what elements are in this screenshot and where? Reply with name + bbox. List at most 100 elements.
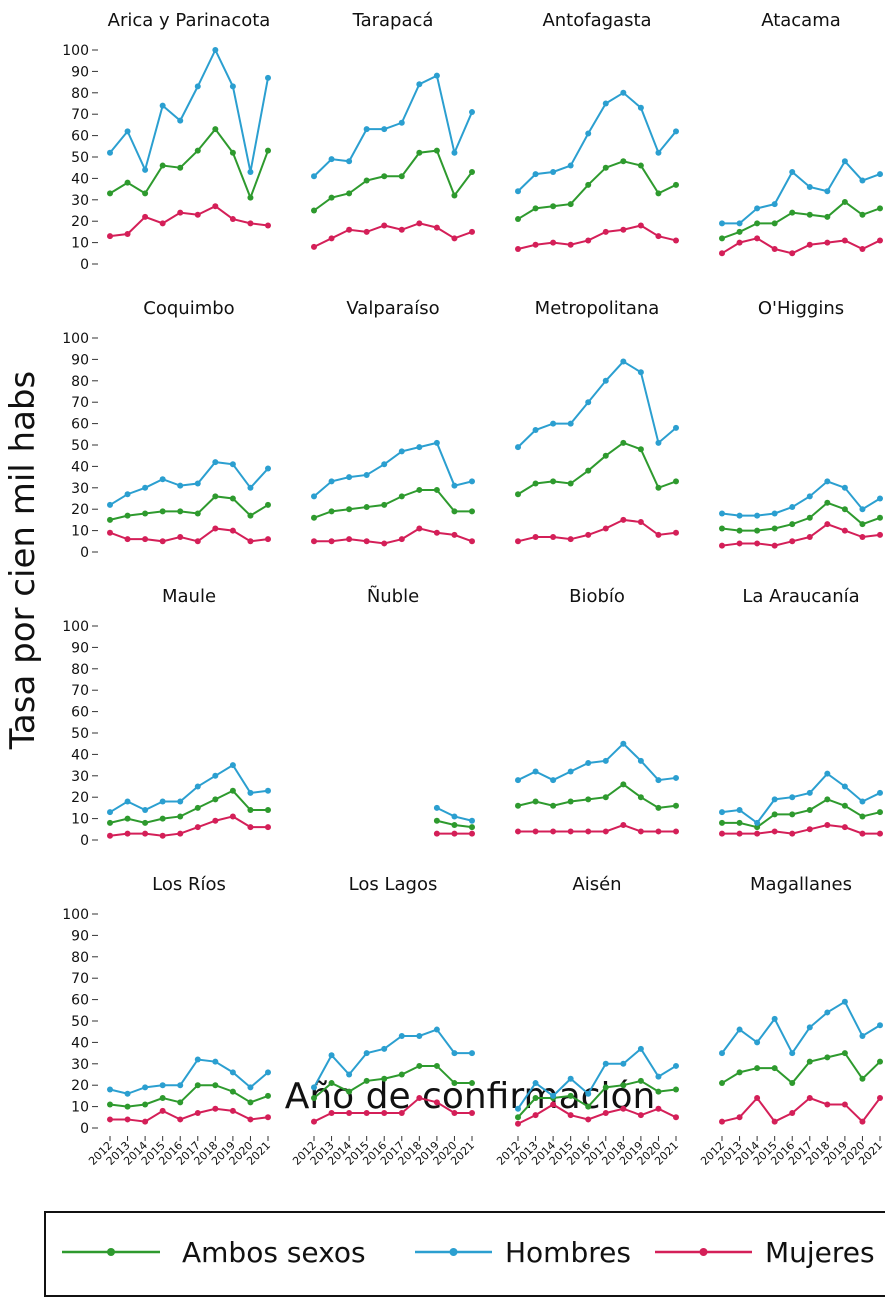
point	[107, 516, 113, 523]
point	[532, 828, 539, 835]
point	[824, 213, 831, 220]
point	[247, 484, 254, 491]
point	[469, 508, 475, 515]
point	[859, 1075, 866, 1082]
point	[363, 504, 370, 511]
panel-title: O'Higgins	[758, 298, 844, 319]
point	[532, 427, 539, 434]
point	[194, 1110, 201, 1117]
point	[328, 1110, 335, 1117]
point	[451, 813, 458, 820]
point	[247, 1099, 254, 1106]
point	[451, 822, 458, 829]
point	[736, 512, 743, 519]
point	[177, 482, 184, 489]
y-tick-label: 90	[71, 928, 89, 944]
point	[602, 1060, 609, 1067]
point	[789, 504, 796, 511]
point	[673, 828, 679, 835]
legend-box	[44, 1211, 885, 1297]
point	[754, 512, 761, 519]
point	[602, 1110, 609, 1117]
legend-point	[449, 1248, 458, 1256]
point	[637, 1112, 644, 1119]
y-tick-label: 30	[71, 481, 89, 497]
point	[602, 828, 609, 835]
point	[363, 177, 370, 184]
point	[229, 1069, 236, 1076]
point	[789, 521, 796, 528]
point	[859, 813, 866, 820]
point	[265, 1069, 271, 1076]
point	[107, 1101, 113, 1108]
point	[532, 205, 539, 212]
series-line	[313, 149, 473, 212]
point	[789, 538, 796, 545]
point	[328, 235, 335, 242]
point	[550, 1101, 557, 1108]
point	[515, 802, 521, 809]
series-line	[109, 205, 269, 238]
series-line	[721, 237, 881, 255]
point	[771, 1118, 778, 1125]
point	[771, 220, 778, 227]
point	[381, 461, 388, 468]
y-tick-label: 70	[71, 683, 89, 699]
point	[328, 508, 335, 515]
point	[177, 164, 184, 171]
point	[719, 1080, 725, 1087]
point	[194, 804, 201, 811]
point	[107, 190, 113, 197]
point	[585, 130, 592, 137]
point	[229, 1107, 236, 1114]
point	[655, 828, 662, 835]
point	[736, 830, 743, 837]
point	[451, 235, 458, 242]
point	[602, 377, 609, 384]
y-tick-label: 90	[71, 352, 89, 368]
point	[346, 190, 353, 197]
point	[247, 824, 254, 831]
point	[328, 478, 335, 485]
y-tick-label: 40	[71, 171, 89, 187]
point	[124, 128, 131, 135]
point	[754, 527, 761, 534]
point	[585, 1103, 592, 1110]
point	[381, 173, 388, 180]
series-line	[722, 798, 881, 829]
point	[824, 1054, 831, 1061]
point	[637, 519, 644, 526]
point	[124, 536, 131, 543]
point	[859, 1118, 866, 1125]
point	[585, 531, 592, 538]
point	[194, 824, 201, 831]
point	[550, 1092, 557, 1099]
point	[754, 819, 761, 826]
point	[124, 1103, 131, 1110]
point	[550, 420, 557, 427]
y-tick-label: 20	[71, 214, 89, 230]
point	[532, 534, 539, 541]
point	[567, 162, 574, 169]
point	[655, 804, 662, 811]
point	[585, 237, 592, 244]
point	[877, 789, 883, 796]
point	[265, 465, 271, 472]
point	[550, 203, 557, 210]
series-line	[518, 823, 676, 833]
point	[433, 224, 440, 231]
point	[328, 194, 335, 201]
legend-label: Mujeres	[765, 1236, 875, 1269]
point	[567, 768, 574, 775]
point	[620, 439, 627, 446]
point	[229, 813, 236, 820]
y-tick-label: 30	[71, 1057, 89, 1073]
point	[515, 444, 521, 451]
panel-title: La Araucanía	[742, 586, 859, 607]
point	[433, 830, 440, 837]
point	[602, 228, 609, 235]
point	[247, 220, 254, 227]
point	[515, 1105, 521, 1112]
point	[515, 777, 521, 784]
point	[433, 1026, 440, 1033]
